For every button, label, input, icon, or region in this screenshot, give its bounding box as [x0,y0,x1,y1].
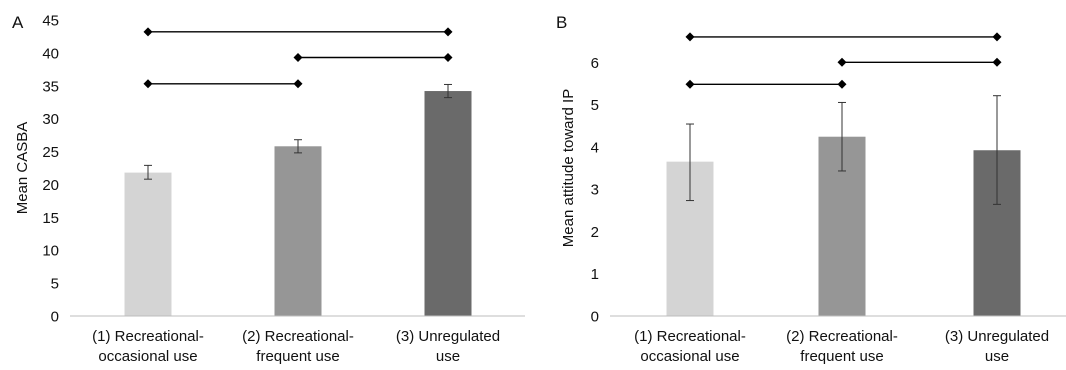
significance-marker [293,52,303,62]
y-tick-label: 5 [591,97,599,114]
y-tick-label: 3 [591,182,599,199]
category-label: occasional use [640,348,739,365]
bar-1 [124,172,172,316]
y-tick-label: 10 [42,243,59,260]
bar-2 [274,146,322,316]
y-axis-label: Mean CASBA [14,122,31,215]
y-tick-label: 15 [42,210,59,227]
category-label: (2) Recreational- [242,328,354,345]
panel-a: A Mean CASBA 0 5 10 15 20 25 30 35 40 45 (1) Recreat… [12,13,525,365]
y-tick-label: 40 [42,45,59,62]
y-tick-label: 20 [42,177,59,194]
category-label: (1) Recreational- [92,328,204,345]
category-label: (2) Recreational- [786,328,898,345]
y-tick-label: 35 [42,78,59,95]
panel-letter: A [12,13,24,32]
significance-marker [837,57,847,67]
significance-marker [992,32,1002,42]
significance-marker [443,52,453,62]
y-axis-label: Mean attitude toward IP [560,89,577,247]
panel-b: B Mean attitude toward IP 0 1 2 3 4 5 6 (1) Recre… [556,13,1066,365]
significance-marker [992,57,1002,67]
category-label: frequent use [256,348,339,365]
y-tick-label: 0 [51,309,59,326]
y-tick-label: 30 [42,111,59,128]
category-label: (3) Unregulated [396,328,500,345]
significance-marker [143,79,153,89]
significance-marker [685,32,695,42]
y-tick-label: 5 [51,276,59,293]
y-tick-label: 0 [591,309,599,326]
category-label: (1) Recreational- [634,328,746,345]
category-label: use [436,348,460,365]
significance-marker [837,79,847,89]
y-tick-label: 2 [591,224,599,241]
category-label: frequent use [800,348,883,365]
y-tick-label: 25 [42,144,59,161]
y-tick-label: 4 [591,139,599,156]
significance-marker [685,79,695,89]
category-label: use [985,348,1009,365]
significance-marker [143,27,153,37]
significance-marker [293,79,303,89]
category-label: (3) Unregulated [945,328,1049,345]
bar-3 [424,91,472,316]
category-label: occasional use [98,348,197,365]
panel-letter: B [556,13,567,32]
y-tick-label: 6 [591,55,599,72]
y-tick-label: 45 [42,13,59,30]
y-tick-label: 1 [591,266,599,283]
significance-marker [443,27,453,37]
